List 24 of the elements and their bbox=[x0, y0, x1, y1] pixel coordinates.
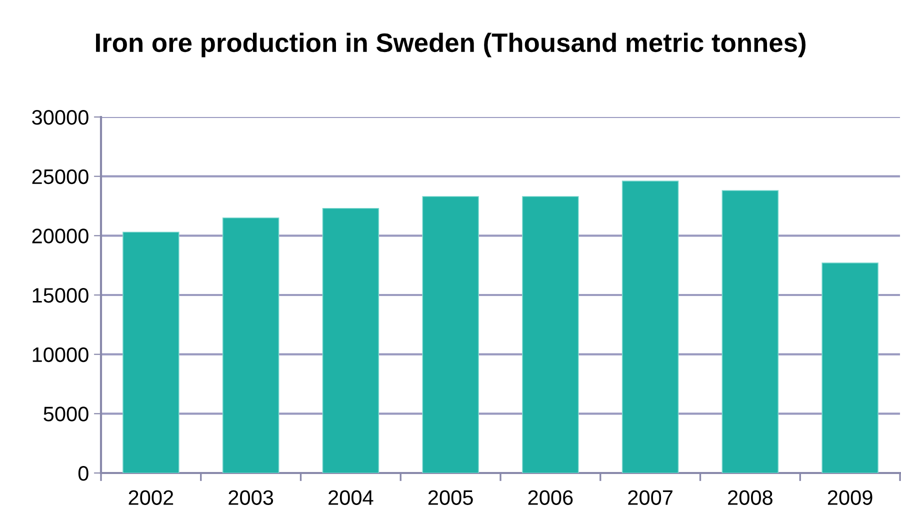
y-tick-label: 5000 bbox=[44, 406, 88, 422]
x-tick-label: 2005 bbox=[428, 490, 473, 505]
bar bbox=[522, 196, 579, 473]
y-tick-label: 30000 bbox=[32, 110, 88, 125]
bar bbox=[222, 217, 280, 473]
y-tick-label: 0 bbox=[78, 466, 88, 481]
y-tick-label: 10000 bbox=[32, 347, 88, 362]
x-tick-label: 2009 bbox=[828, 490, 872, 505]
bar bbox=[422, 196, 479, 473]
bar bbox=[122, 232, 180, 473]
chart-title: Iron ore production in Sweden (Thousand metric tonnes) bbox=[96, 32, 806, 58]
y-tick-label: 15000 bbox=[32, 288, 88, 303]
x-tick-label: 2003 bbox=[228, 490, 274, 505]
x-tick-label: 2002 bbox=[128, 490, 174, 505]
x-tick-label: 2008 bbox=[728, 490, 772, 505]
x-tick-label: 2006 bbox=[528, 490, 573, 505]
bar bbox=[822, 262, 878, 473]
bar bbox=[322, 208, 380, 473]
bar bbox=[622, 180, 679, 473]
bar bbox=[722, 190, 779, 473]
x-tick-label: 2007 bbox=[628, 490, 672, 505]
y-tick-label: 25000 bbox=[32, 169, 88, 184]
y-tick-label: 20000 bbox=[32, 228, 88, 244]
x-tick-label: 2004 bbox=[328, 490, 374, 505]
